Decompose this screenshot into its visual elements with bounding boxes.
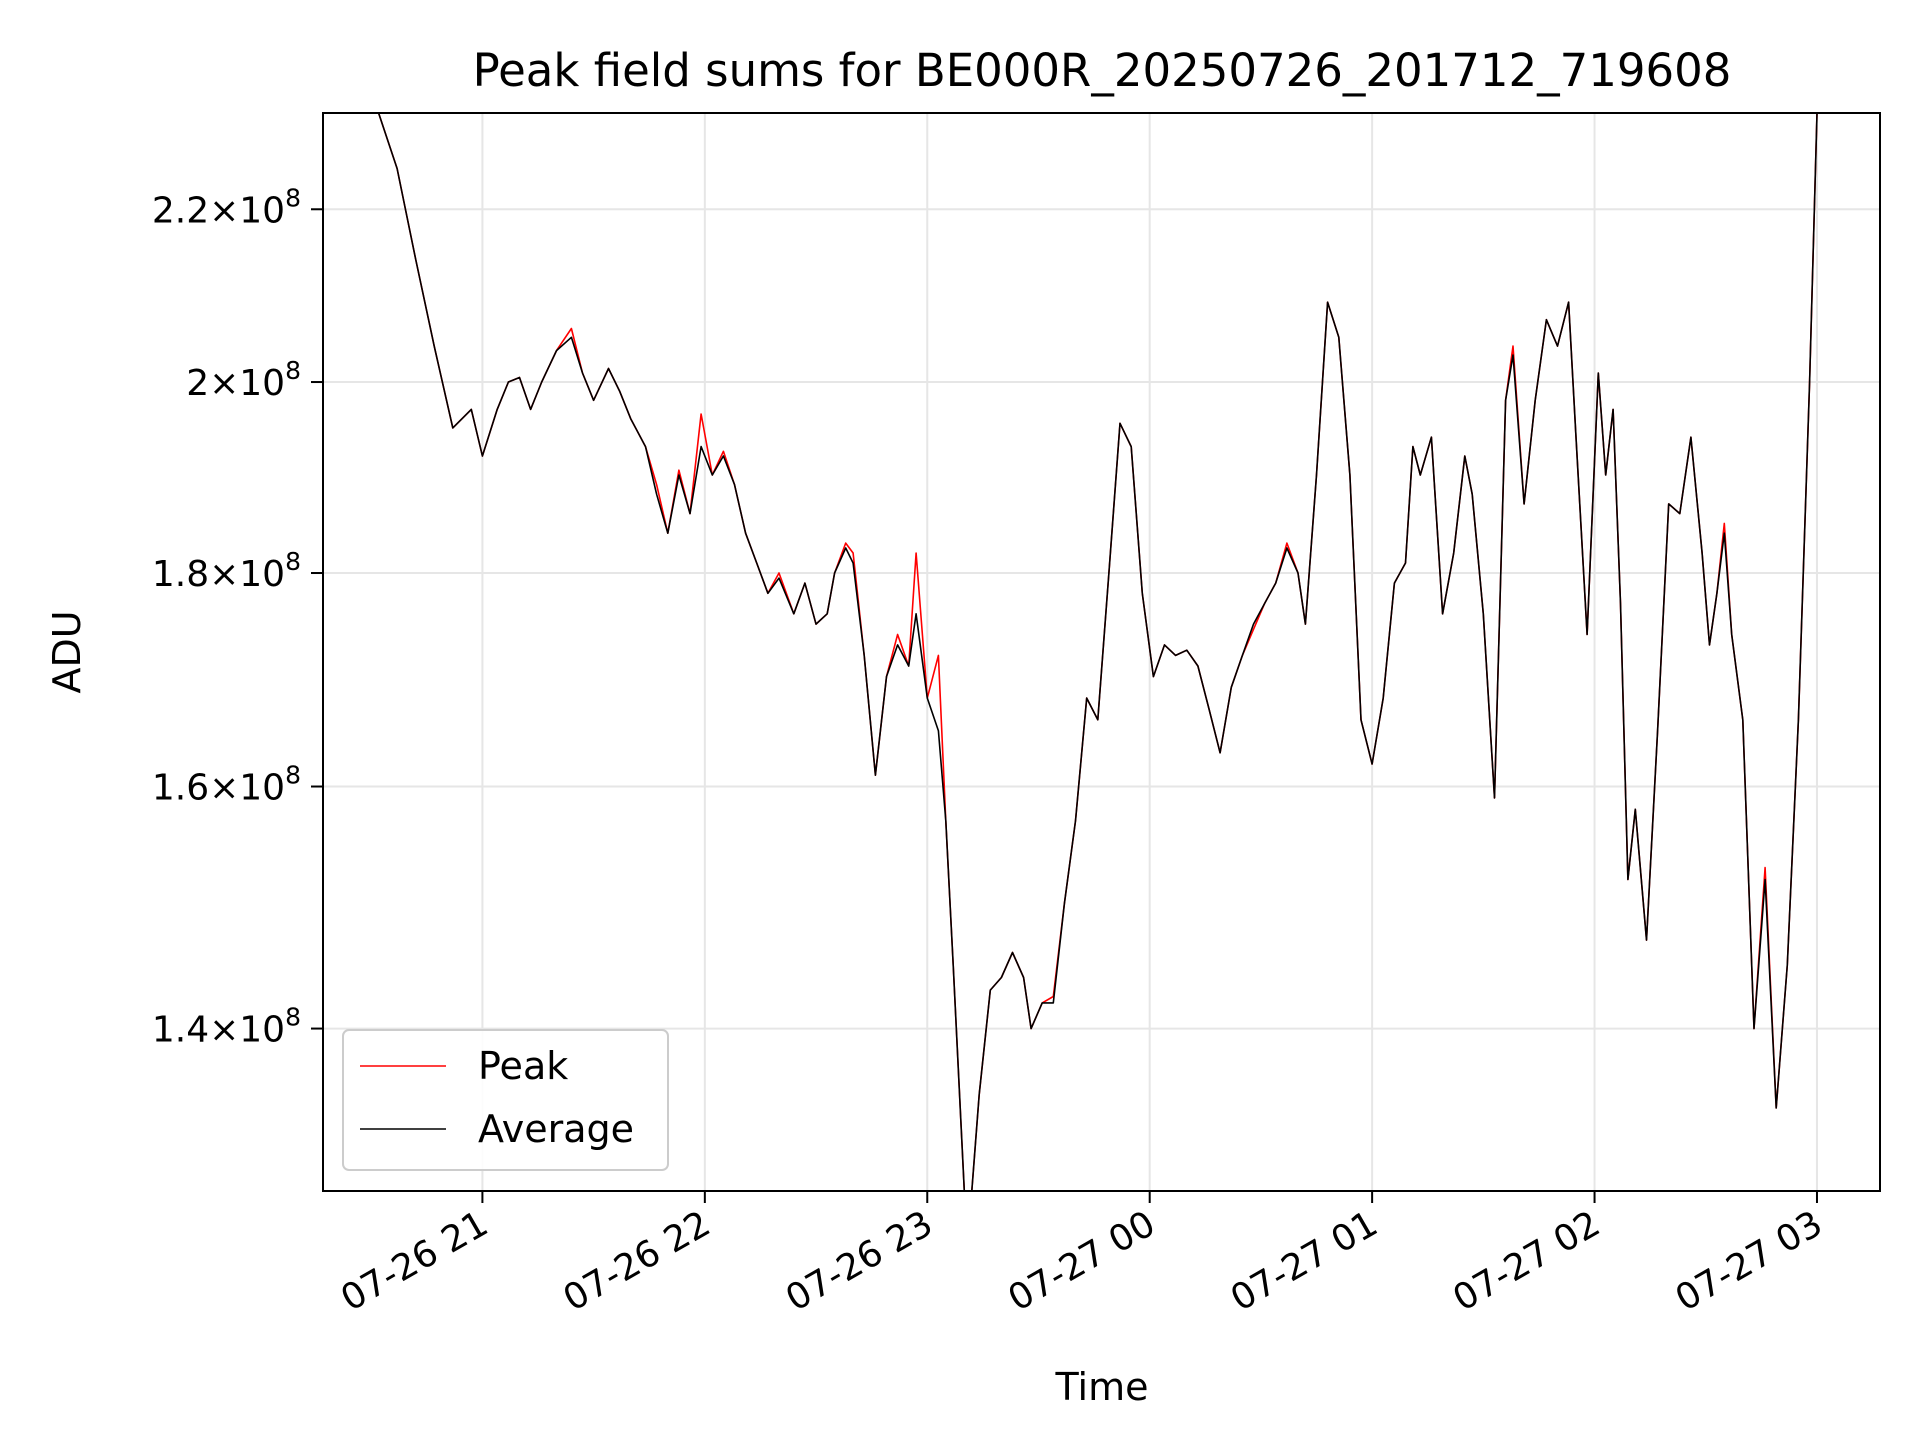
y-tick-label: 1.4×108 bbox=[152, 1003, 301, 1051]
y-tick-exponent: 8 bbox=[285, 547, 301, 576]
chart-title: Peak field sums for BE000R_20250726_2017… bbox=[473, 44, 1732, 97]
y-tick-exponent: 8 bbox=[285, 356, 301, 385]
y-tick-mantissa: 1.6 bbox=[152, 768, 209, 809]
y-tick-label: 1.8×108 bbox=[152, 547, 301, 595]
series-layer bbox=[323, 113, 1880, 1191]
y-tick-mantissa: 1.4 bbox=[152, 1010, 209, 1051]
y-tick-exponent: 8 bbox=[285, 183, 301, 212]
legend-box bbox=[342, 1029, 669, 1171]
y-tick-exponent: 8 bbox=[285, 1003, 301, 1032]
y-tick-mantissa: 2.2 bbox=[152, 190, 209, 231]
legend-label-peak: Peak bbox=[478, 1044, 568, 1088]
y-tick-label: 2×108 bbox=[186, 356, 301, 404]
y-axis: 1.4×108 1.6×108 1.8×108 2×108 2.2×108 bbox=[152, 183, 323, 1051]
legend-label-average: Average bbox=[478, 1107, 634, 1151]
x-axis-label: Time bbox=[1055, 1365, 1149, 1409]
y-tick-mantissa: 2 bbox=[186, 363, 209, 404]
grid bbox=[323, 113, 1880, 1191]
series-line-average bbox=[323, 113, 1880, 1191]
y-tick-mantissa: 1.8 bbox=[152, 554, 209, 595]
y-tick-exponent: 8 bbox=[285, 761, 301, 790]
y-axis-label: ADU bbox=[45, 610, 89, 693]
plot-frame bbox=[322, 112, 1881, 1192]
y-tick-label: 1.6×108 bbox=[152, 761, 301, 809]
y-tick-label: 2.2×108 bbox=[152, 183, 301, 231]
legend: Peak Average bbox=[342, 1029, 669, 1171]
